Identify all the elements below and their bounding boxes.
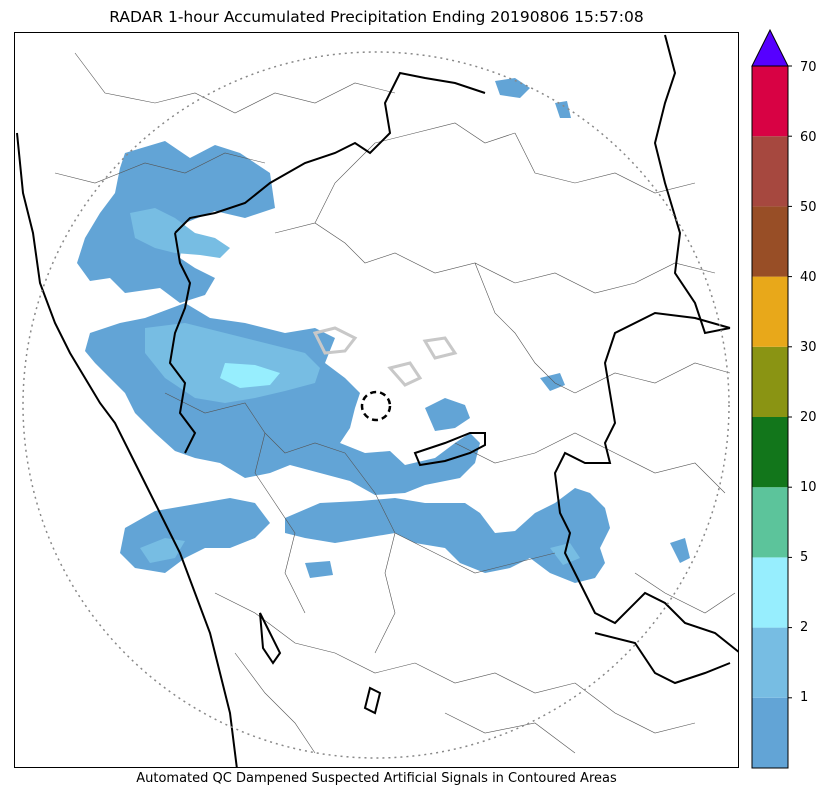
- state-border-east: [553, 311, 738, 653]
- radar-map-canvas: [16, 34, 738, 767]
- district-border: [634, 572, 736, 614]
- state-border-island: [259, 612, 282, 665]
- colorbar-bin: [752, 487, 788, 558]
- qc-contour: [312, 326, 358, 355]
- district-border: [574, 682, 696, 734]
- state-border-east-north: [653, 34, 731, 335]
- district-border: [614, 452, 726, 494]
- state-borders: [16, 34, 738, 767]
- state-border-island-2: [363, 686, 382, 715]
- rain-core-central-bright: [220, 363, 280, 388]
- district-border: [474, 262, 576, 394]
- district-borders: [54, 52, 736, 754]
- district-border: [444, 712, 576, 754]
- district-border: [394, 532, 556, 574]
- colorbar-tick-label: 20: [800, 410, 817, 425]
- colorbar-bin: [752, 627, 788, 698]
- colorbar-tick-label: 50: [800, 200, 817, 215]
- colorbar-bin: [752, 557, 788, 628]
- map-caption: Automated QC Dampened Suspected Artifici…: [136, 771, 617, 786]
- colorbar-bin: [752, 276, 788, 347]
- colorbar-ticks: [788, 65, 792, 699]
- qc-contour: [422, 336, 458, 360]
- district-border: [54, 152, 266, 184]
- rain-area-north-small: [555, 101, 571, 118]
- colorbar-bin: [752, 136, 788, 207]
- district-border: [234, 652, 316, 754]
- radar-site-marker: [360, 390, 392, 422]
- precipitation-cores: [130, 208, 580, 565]
- rain-area-south-central: [285, 488, 610, 583]
- district-border: [314, 122, 516, 224]
- district-border: [74, 52, 396, 114]
- colorbar-tick-label: 30: [800, 340, 817, 355]
- rain-core-north: [130, 208, 230, 258]
- state-border-south-east: [594, 632, 731, 685]
- qc-contour: [387, 361, 423, 387]
- rain-core-south: [140, 538, 185, 563]
- rain-area-east-small: [540, 373, 565, 391]
- rain-area-east: [425, 398, 470, 431]
- district-border: [514, 262, 716, 294]
- colorbar-bins: [752, 66, 788, 768]
- district-border: [274, 222, 516, 284]
- colorbar-bin: [752, 66, 788, 137]
- colorbar-bin: [752, 346, 788, 417]
- rain-area-south-west: [120, 498, 270, 573]
- district-border: [514, 132, 696, 194]
- coastline: [16, 132, 238, 767]
- state-border-west: [168, 232, 197, 454]
- district-border: [344, 452, 396, 654]
- district-border: [414, 662, 576, 694]
- district-border: [574, 362, 731, 394]
- radar-map: [14, 32, 739, 768]
- district-border: [214, 592, 416, 674]
- rain-area-central: [85, 303, 480, 495]
- qc-contoured-areas: [312, 326, 458, 387]
- state-border-north: [174, 71, 486, 234]
- colorbar-tick-label: 40: [800, 270, 817, 285]
- map-title: RADAR 1-hour Accumulated Precipitation E…: [109, 8, 644, 26]
- district-border: [454, 432, 616, 464]
- colorbar-bin: [752, 417, 788, 488]
- colorbar: [751, 28, 792, 769]
- colorbar-tick-label: 10: [800, 480, 817, 495]
- rain-area-south-small: [305, 561, 333, 578]
- colorbar-tick-label: 60: [800, 130, 817, 145]
- state-border-enclave: [413, 432, 486, 467]
- colorbar-tick-label: 1: [800, 690, 809, 705]
- radar-range-ring: [22, 51, 730, 759]
- colorbar-extend-arrow: [751, 28, 789, 67]
- colorbar-tick-label: 70: [800, 60, 817, 75]
- colorbar-bin: [752, 206, 788, 277]
- district-border: [254, 432, 306, 614]
- rain-core-central: [145, 323, 320, 403]
- colorbar-canvas: [751, 28, 792, 769]
- rain-area-north-east: [495, 78, 530, 98]
- rain-area-east-small-2: [670, 538, 690, 563]
- colorbar-tick-label: 5: [800, 550, 809, 565]
- colorbar-bin: [752, 697, 788, 768]
- colorbar-tick-label: 2: [800, 620, 809, 635]
